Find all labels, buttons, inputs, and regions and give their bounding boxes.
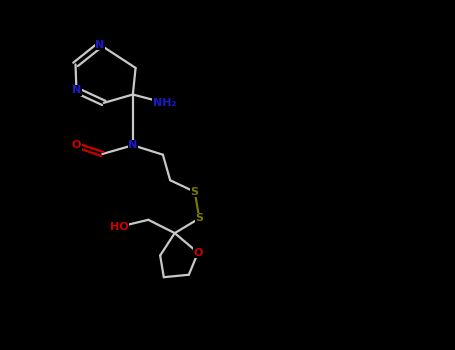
Text: NH₂: NH₂: [153, 98, 177, 108]
Text: S: S: [191, 187, 199, 197]
Text: S: S: [195, 214, 203, 223]
Text: N: N: [72, 85, 81, 95]
Text: O: O: [72, 140, 81, 150]
Text: N: N: [128, 140, 137, 150]
Text: HO: HO: [110, 222, 128, 232]
Text: N: N: [96, 40, 105, 50]
Text: O: O: [193, 248, 202, 258]
